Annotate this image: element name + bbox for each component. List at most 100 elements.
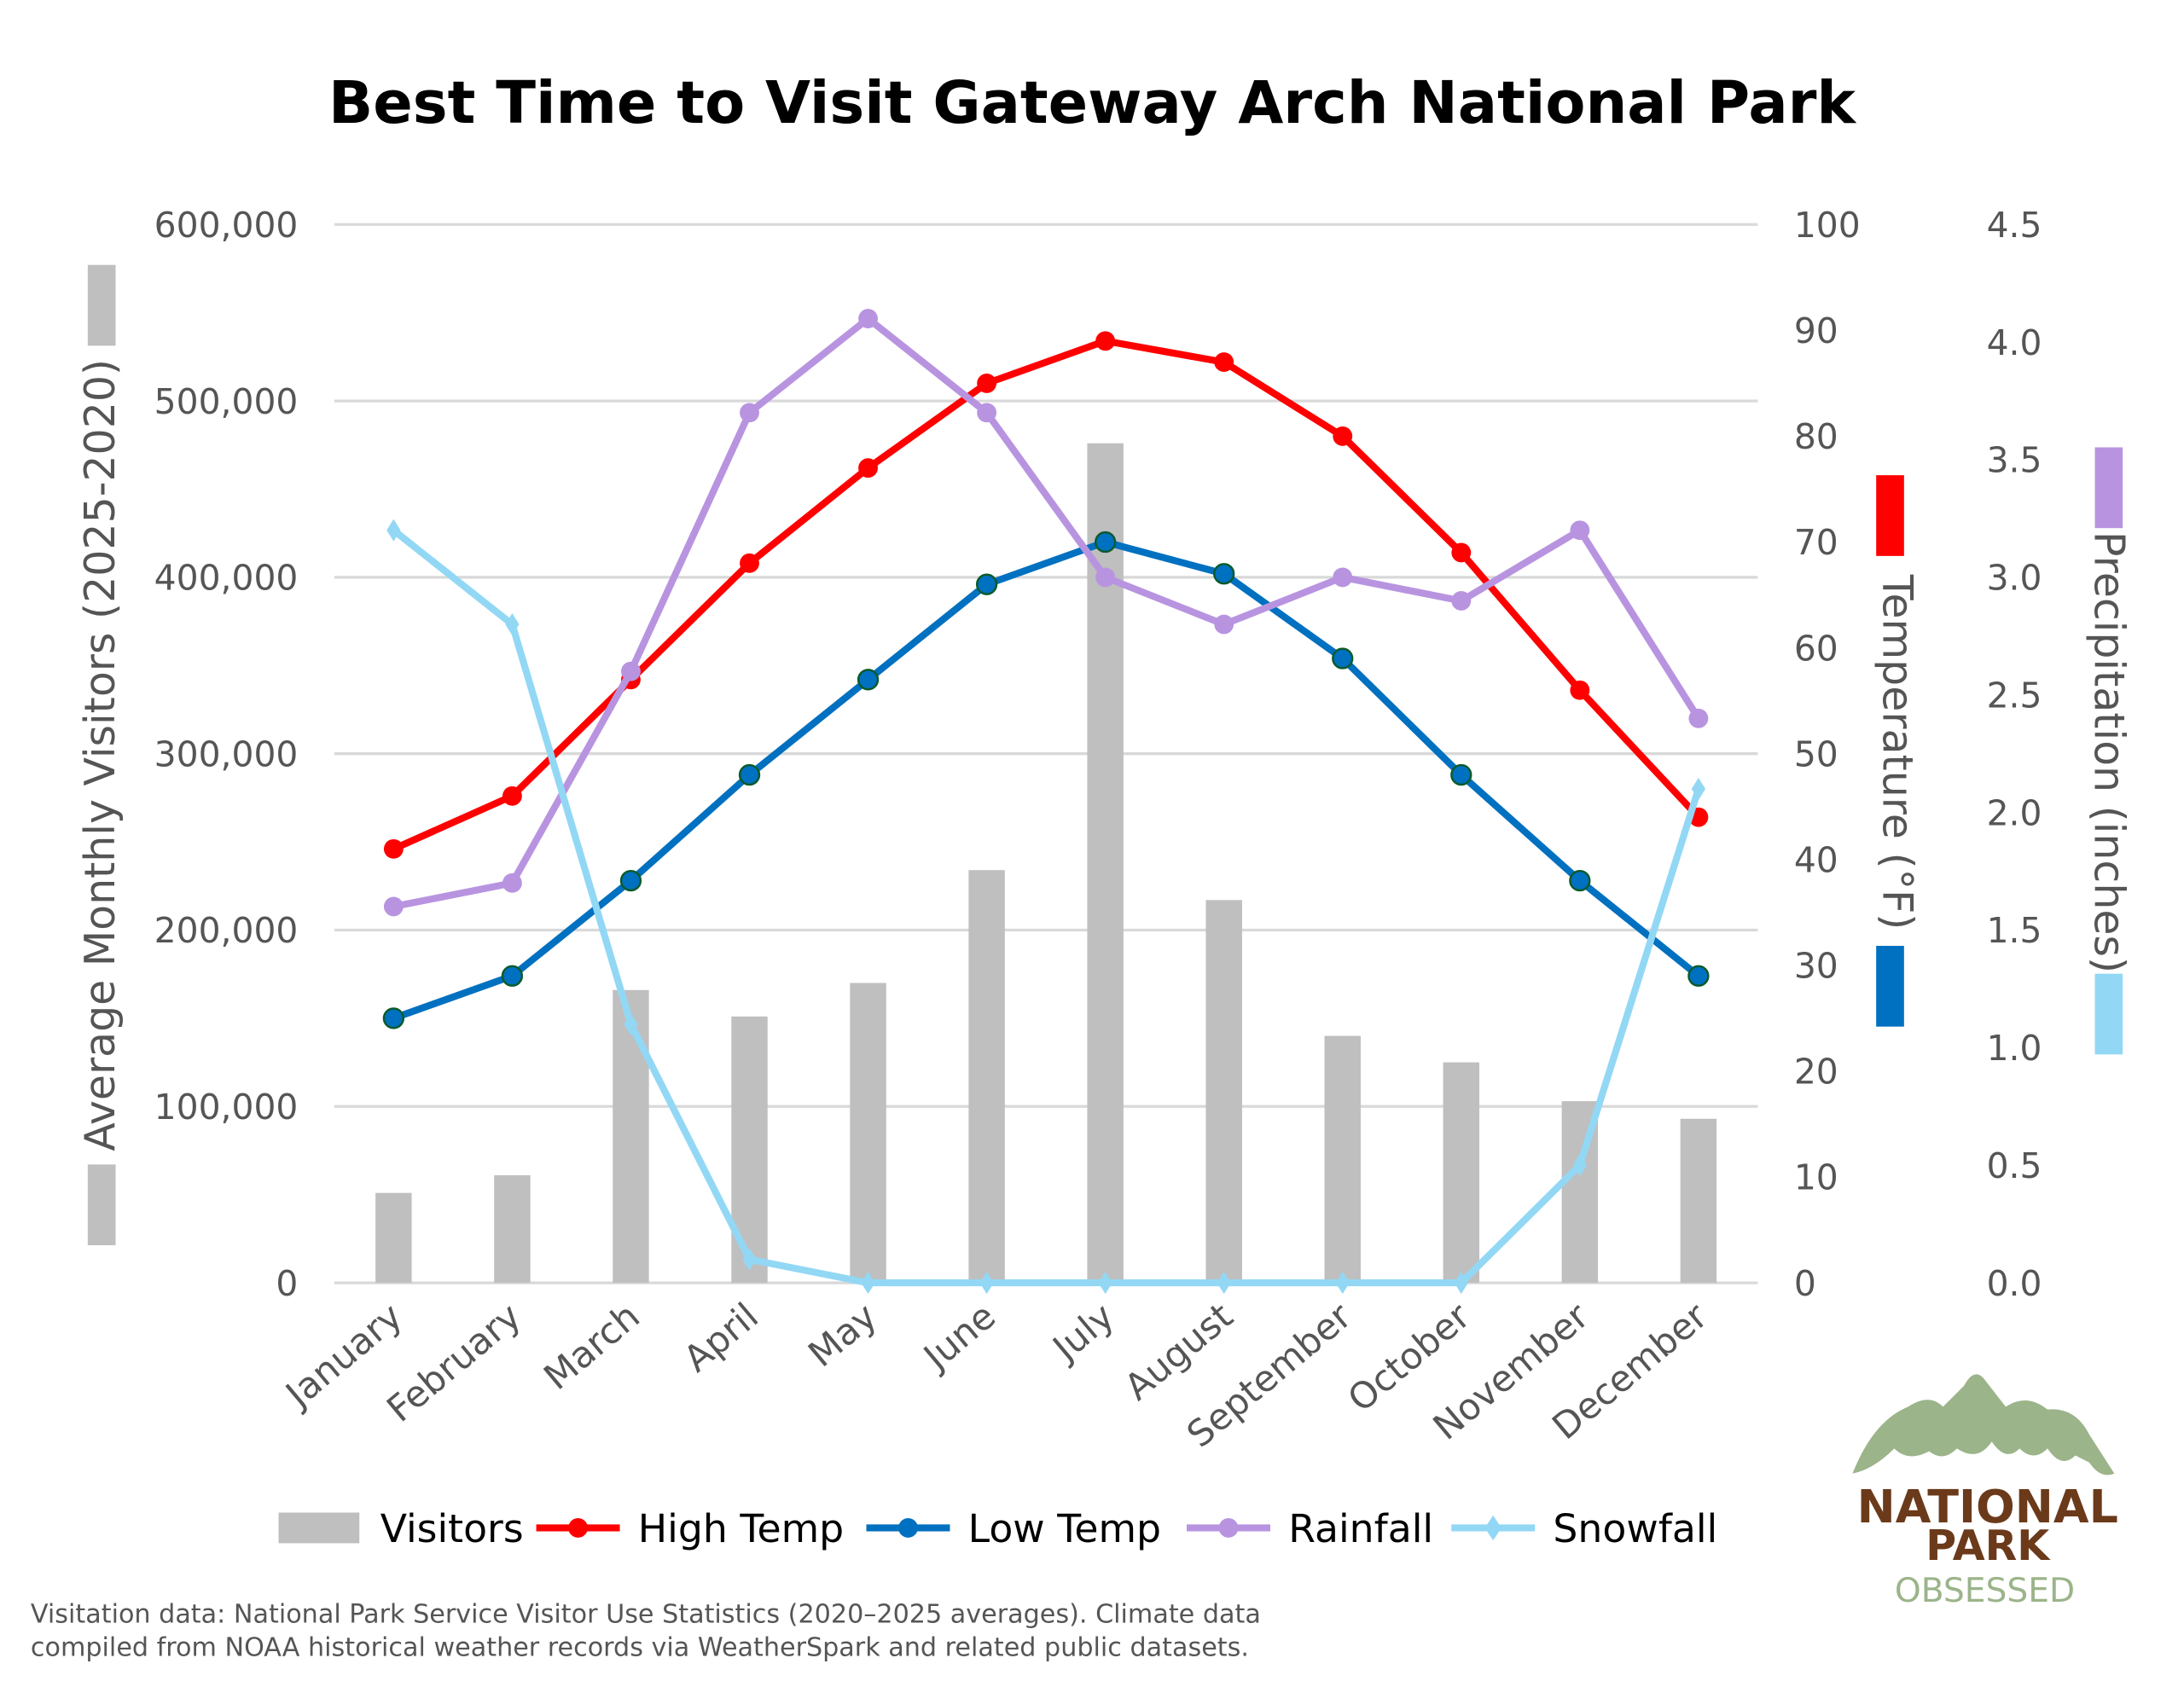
month-label: July xyxy=(1044,1296,1123,1371)
snowfall-line xyxy=(391,527,1702,1287)
legend-marker xyxy=(1484,1515,1502,1541)
temperature-tick-label: 0 xyxy=(1794,1263,1816,1304)
visitors-bar xyxy=(1680,1118,1717,1284)
left-tick-label: 300,000 xyxy=(154,733,299,774)
legend-marker xyxy=(898,1518,918,1538)
visitors-bar xyxy=(494,1174,531,1284)
visitors-bar xyxy=(731,1016,768,1284)
rainfall-point xyxy=(858,309,878,329)
rainfall-point xyxy=(383,896,404,917)
visitors-bar xyxy=(850,983,886,1284)
precipitation-tick-label: 0.0 xyxy=(1987,1263,2042,1304)
low-temp-point xyxy=(501,965,524,987)
rainfall-point xyxy=(1570,520,1590,541)
rainfall-point xyxy=(740,403,759,423)
logo-text-obsessed: OBSESSED xyxy=(1895,1572,2075,1610)
precipitation-axis-title: Precipitation (inches) xyxy=(2085,531,2134,973)
legend-item-visitors: Visitors xyxy=(278,1506,524,1551)
chart-title: Best Time to Visit Gateway Arch National… xyxy=(328,69,1856,137)
rainfall-point xyxy=(1688,708,1709,728)
month-label: May xyxy=(801,1296,886,1376)
high-temp-point xyxy=(740,553,759,573)
left-tick-label: 600,000 xyxy=(154,205,299,246)
rainfall-point xyxy=(977,403,997,423)
low-temp-point xyxy=(619,869,642,892)
precipitation-tick-label: 1.5 xyxy=(1987,910,2042,951)
high-temp-point xyxy=(502,786,522,806)
left-tick-label: 100,000 xyxy=(154,1087,299,1128)
temperature-tick-label: 20 xyxy=(1794,1052,1838,1093)
visitors-bar xyxy=(1443,1062,1480,1284)
precipitation-tick-label: 2.5 xyxy=(1987,675,2042,716)
snowfall-point xyxy=(386,519,401,542)
series-lines xyxy=(382,309,1710,1295)
low-temp-point xyxy=(975,573,998,595)
logo-text-park: PARK xyxy=(1926,1522,2051,1570)
high-temp-point xyxy=(1333,426,1353,446)
temperature-tick-label: 40 xyxy=(1794,839,1838,880)
left-tick-label: 0 xyxy=(276,1263,298,1304)
low-temp-point xyxy=(738,763,761,786)
temperature-tick-label: 80 xyxy=(1794,416,1838,457)
legend-marker xyxy=(1218,1518,1239,1538)
rainfall-point xyxy=(621,661,641,681)
rainfall-axis-marker xyxy=(2094,447,2123,529)
legend-item-high-temp: High Temp xyxy=(536,1506,844,1551)
visitors-bar xyxy=(375,1192,412,1284)
left-tick-label: 200,000 xyxy=(154,910,299,951)
temperature-tick-label: 30 xyxy=(1794,946,1838,987)
snowfall-point xyxy=(1691,777,1706,801)
snowfall-point xyxy=(979,1272,994,1295)
snowfall-point xyxy=(1217,1272,1231,1295)
rainfall-point xyxy=(502,872,522,893)
rainfall-point xyxy=(1095,567,1116,588)
high-temp-point xyxy=(383,838,404,859)
temperature-axis-title: Temperature (°F) xyxy=(1873,574,1921,930)
snowfall-point xyxy=(742,1248,757,1271)
low-temp-point xyxy=(1687,965,1710,987)
rainfall-point xyxy=(1451,591,1472,611)
legend-label: Rainfall xyxy=(1288,1506,1433,1551)
precipitation-tick-label: 3.5 xyxy=(1987,440,2042,481)
legend-swatch xyxy=(278,1512,360,1544)
precipitation-tick-label: 1.0 xyxy=(1987,1028,2042,1069)
high-temp-point xyxy=(1570,680,1590,700)
legend-item-rainfall: Rainfall xyxy=(1187,1506,1433,1551)
legend-label: Visitors xyxy=(380,1506,524,1551)
precipitation-tick-label: 4.0 xyxy=(1987,322,2042,363)
legend-label: Low Temp xyxy=(968,1506,1161,1551)
high-temp-point xyxy=(1451,542,1472,563)
left-tick-label: 400,000 xyxy=(154,558,299,599)
snowfall-point xyxy=(624,1012,638,1035)
high-temp-line xyxy=(392,337,1701,853)
visitors-bar xyxy=(1324,1035,1361,1284)
left-axis-title: Average Monthly Visitors (2025-2020) xyxy=(76,359,125,1151)
visitors-bar xyxy=(1205,900,1242,1284)
temperature-tick-label: 60 xyxy=(1794,628,1838,669)
snowfall-point xyxy=(1454,1272,1468,1295)
snowfall-point xyxy=(1335,1272,1350,1295)
temperature-tick-label: 70 xyxy=(1794,522,1838,563)
visitors-axis-marker-bottom xyxy=(87,1164,116,1246)
precipitation-tick-label: 3.0 xyxy=(1987,558,2042,599)
national-park-obsessed-logo: NATIONAL PARK OBSESSED xyxy=(1852,1374,2118,1610)
rainfall-line xyxy=(392,315,1702,910)
legend-item-snowfall: Snowfall xyxy=(1451,1506,1717,1551)
high-temp-point xyxy=(858,458,878,478)
low-temp-point xyxy=(1569,869,1591,892)
temperature-tick-label: 100 xyxy=(1794,205,1861,246)
month-label: March xyxy=(537,1296,648,1399)
snowfall-point xyxy=(861,1272,875,1295)
low-temp-line xyxy=(392,538,1701,1022)
snowfall-point xyxy=(1098,1272,1112,1295)
month-label: February xyxy=(380,1296,530,1430)
footnote-line-1: Visitation data: National Park Service V… xyxy=(31,1599,1261,1629)
rainfall-point xyxy=(1333,567,1353,588)
high-temp-point xyxy=(977,373,997,393)
legend-marker xyxy=(568,1518,588,1538)
axis-ticks: 0 100,000 200,000 300,000 400,000 500,000 600,… xyxy=(154,205,2042,1304)
snowfall-point xyxy=(1572,1154,1587,1177)
left-tick-label: 500,000 xyxy=(154,381,299,422)
